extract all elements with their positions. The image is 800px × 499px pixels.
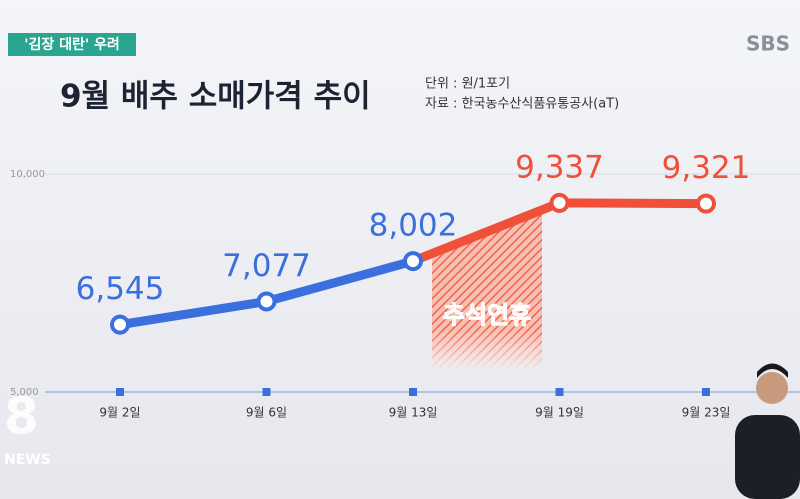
data-label: 7,077 — [222, 248, 311, 284]
point — [256, 291, 277, 312]
data-label: 9,337 — [515, 149, 604, 185]
x-tick — [262, 388, 271, 396]
unit-note: 단위 : 원/1포기 — [425, 77, 510, 92]
line-segment — [262, 256, 418, 306]
annotation: 추석연휴 — [443, 301, 531, 329]
chart-title: 9월 배추 소매가격 추이 — [60, 79, 371, 115]
x-tick — [702, 388, 710, 396]
x-tick-label: 9월 19일 — [535, 406, 584, 420]
y-tick-label: 10,000 — [10, 169, 45, 180]
source: 자료 : 한국농수산식품유통공사(aT) — [425, 97, 619, 112]
line-segment — [115, 296, 271, 330]
y-tick-label: 5,000 — [10, 387, 39, 398]
data-label: 8,002 — [369, 208, 458, 244]
x-tick-label: 9월 6일 — [246, 406, 287, 420]
line-segment — [408, 198, 564, 266]
point — [549, 192, 570, 213]
x-tick-label: 9월 23일 — [682, 406, 731, 420]
x-tick — [116, 388, 124, 396]
point — [696, 193, 716, 214]
holiday-fade — [432, 330, 542, 372]
news-logo-number: 8 — [4, 388, 39, 446]
tag-box — [8, 33, 136, 56]
line-segment — [555, 198, 711, 209]
x-tick — [409, 388, 417, 396]
x-tick — [555, 388, 564, 396]
news-logo-text: NEWS — [4, 452, 51, 468]
data-label: 6,545 — [76, 271, 165, 307]
point — [403, 251, 423, 272]
x-tick-label: 9월 2일 — [99, 406, 140, 420]
interpreter — [735, 363, 800, 499]
tag: '김장 대란' 우려 — [24, 36, 120, 53]
logo: SBS — [746, 32, 790, 56]
point — [110, 314, 130, 335]
data-label: 9,321 — [662, 150, 751, 186]
x-tick-label: 9월 13일 — [389, 406, 438, 420]
